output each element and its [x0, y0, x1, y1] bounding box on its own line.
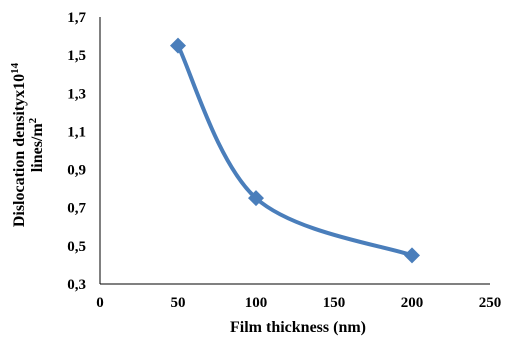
y-tick-label: 1,7	[67, 10, 86, 26]
y-tick-label: 1,3	[67, 86, 86, 102]
series-line	[176, 43, 414, 258]
y-tick-label: 0,9	[67, 163, 86, 179]
x-tick-label: 150	[323, 295, 346, 311]
y-tick-label: 0,7	[67, 201, 86, 217]
y-tick-label: 0,3	[67, 277, 86, 293]
x-axis-title: Film thickness (nm)	[230, 319, 366, 336]
y-axis-title-line2: lines/m2	[27, 117, 46, 172]
x-tick-labels: 0 50 100 150 200 250	[96, 295, 501, 311]
data-point-marker	[404, 247, 420, 264]
y-axis-title-line1-text: Dislocation densityx10	[11, 74, 28, 227]
y-tick-label: 1,1	[67, 124, 86, 140]
data-point-marker	[170, 37, 186, 54]
x-tick-label: 250	[479, 295, 502, 311]
data-point-marker	[248, 190, 264, 207]
x-tick-label: 100	[245, 295, 268, 311]
y-axis-title: Dislocation densityx1014 lines/m2	[9, 62, 46, 227]
y-axis-title-line2-sup: 2	[27, 117, 39, 123]
y-axis-title-line1: Dislocation densityx1014	[9, 62, 28, 227]
axes	[99, 17, 490, 285]
y-tick-label: 0,5	[67, 239, 86, 255]
y-axis-title-line2-text: lines/m	[29, 123, 46, 173]
x-tick-label: 50	[171, 295, 186, 311]
x-tick-label: 200	[401, 295, 424, 311]
y-tick-labels: 0,3 0,5 0,7 0,9 1,1 1,3 1,5 1,7	[67, 10, 86, 293]
series-layer	[170, 37, 420, 264]
x-tick-label: 0	[96, 295, 104, 311]
y-tick-label: 1,5	[67, 48, 86, 64]
y-axis-title-line1-sup: 14	[9, 62, 21, 74]
